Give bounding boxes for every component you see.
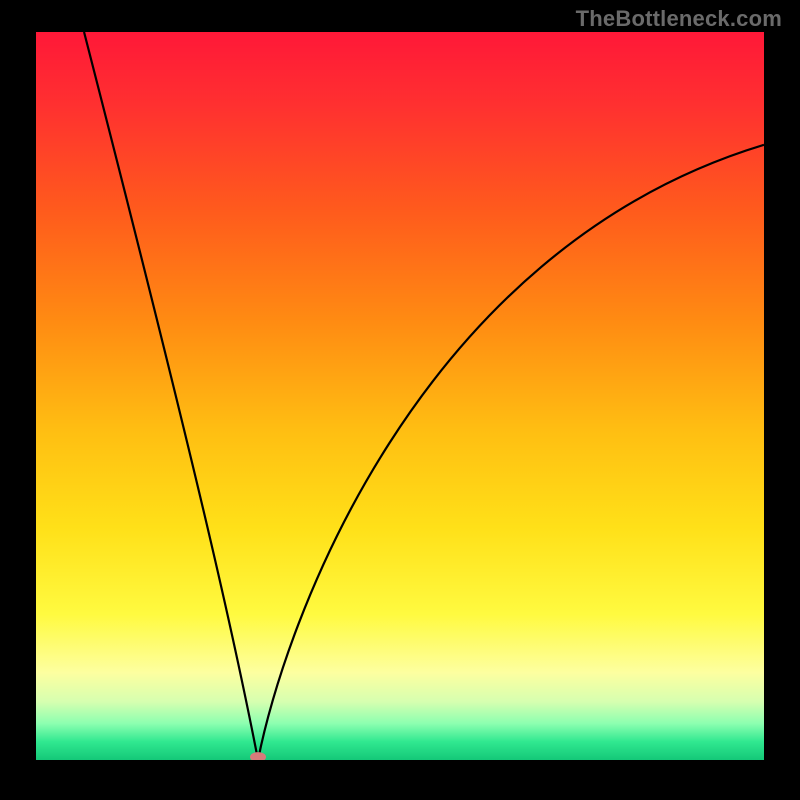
chart-stage: TheBottleneck.com [0,0,800,800]
gradient-background [36,32,764,760]
watermark-text: TheBottleneck.com [576,6,782,32]
plot-svg [36,32,764,760]
plot-area [36,32,764,760]
